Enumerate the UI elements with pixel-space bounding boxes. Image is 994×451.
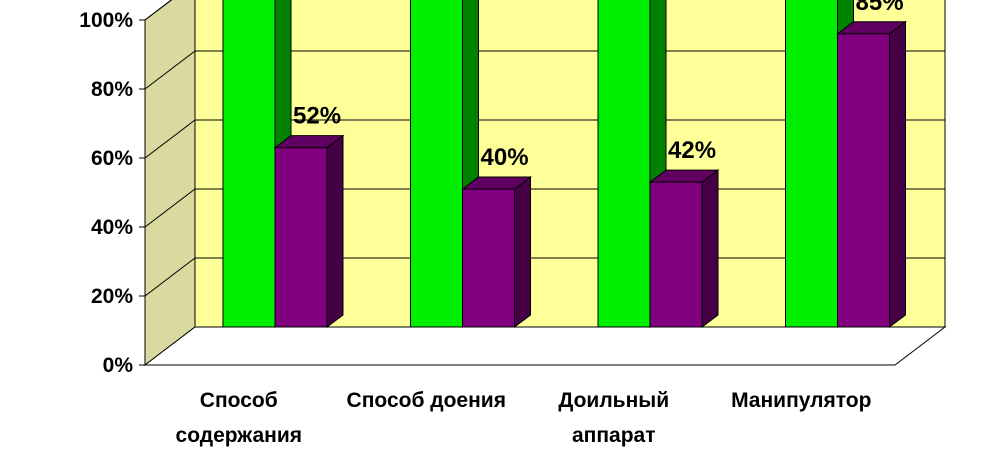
data-label: 40% (481, 144, 529, 171)
bar-top (461, 176, 532, 190)
bar-top (273, 135, 345, 149)
category-label: Доильный (558, 389, 669, 412)
bar-front (837, 33, 890, 328)
y-tick-label: 40% (91, 216, 133, 239)
labels: 52% Способ содержания 40% Способ доения 42% До… (176, 0, 904, 447)
category-label: содержания (176, 424, 302, 447)
bar-front (222, 0, 276, 328)
bar-front (649, 181, 703, 328)
bar-front (597, 0, 651, 328)
gridline (144, 50, 945, 90)
bar-top (648, 169, 720, 183)
bar-top (836, 21, 907, 35)
category-label: аппарат (572, 424, 656, 447)
y-tick-label: 20% (91, 285, 133, 308)
data-label: 42% (668, 137, 716, 164)
bar-side (514, 176, 531, 328)
axes: 0% 20% 40% 60% 80% 100% (79, 9, 895, 377)
category-label: Манипулятор (731, 389, 871, 412)
bars (222, 0, 907, 328)
side-wall (144, 0, 196, 367)
data-label: 85% (856, 0, 904, 16)
chart-back-wall (143, 0, 947, 367)
y-tick-label: 60% (91, 147, 133, 170)
gridline (144, 0, 173, 21)
y-tick-label: 0% (103, 354, 134, 377)
floor (143, 326, 947, 366)
bar-front (785, 0, 838, 328)
data-label: 52% (293, 103, 341, 130)
bar-front (274, 147, 328, 328)
bar-side (889, 20, 906, 328)
bar-side (701, 169, 719, 328)
y-tick-label: 80% (91, 78, 133, 101)
bar-side (326, 134, 344, 328)
category-label: Способ доения (347, 389, 506, 412)
bar-front (410, 0, 463, 328)
gridline (144, 119, 945, 159)
y-tick-label: 100% (79, 9, 133, 32)
bar-front (462, 188, 515, 328)
category-label: Способ (200, 389, 278, 412)
